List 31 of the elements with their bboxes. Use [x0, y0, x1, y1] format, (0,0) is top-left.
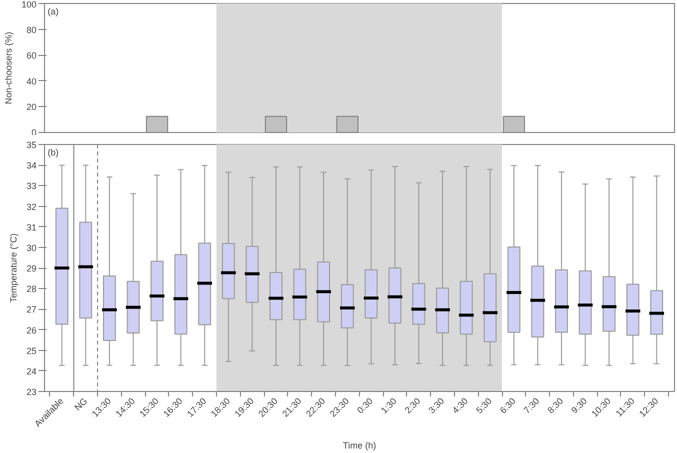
annotation: (b) [48, 148, 59, 158]
y-tick-label: 28 [26, 284, 37, 294]
y-tick-label: 34 [26, 160, 37, 171]
y-tick-label: 33 [26, 181, 37, 192]
y-tick-label: 31 [26, 222, 37, 232]
x-tick-label: 7:30 [522, 396, 542, 416]
y-axis-title: Non-choosers (%) [3, 32, 14, 104]
x-tick-label: 3:30 [426, 396, 446, 416]
x-tick-label: 8:30 [546, 396, 566, 416]
x-tick-label: 4:30 [450, 396, 470, 416]
y-tick-label: 20 [26, 102, 37, 112]
y-tick-label: 32 [26, 202, 37, 212]
y-tick-label: 60 [26, 50, 37, 61]
y-tick-label: 27 [26, 304, 37, 315]
x-tick-label: NG [72, 396, 90, 413]
y-tick-label: 23 [26, 387, 37, 397]
y-tick-label: 29 [26, 264, 37, 274]
y-tick-label: 40 [26, 76, 37, 86]
y-tick-label: 26 [26, 325, 37, 336]
y-tick-label: 24 [26, 366, 37, 376]
y-tick-label: 30 [26, 242, 37, 253]
x-axis-title: Time (h) [342, 440, 376, 450]
y-tick-label: 80 [26, 24, 37, 35]
y-axis-title: Temperature (°C) [8, 233, 18, 303]
x-tick-label: 6:30 [498, 396, 518, 416]
x-tick-label: 0:30 [355, 396, 375, 416]
y-tick-label: 35 [26, 140, 37, 150]
y-tick-label: 100 [21, 0, 37, 10]
y-tick-label: 25 [26, 346, 37, 356]
annotation: (a) [48, 6, 59, 16]
x-tick-label: 9:30 [569, 396, 589, 416]
